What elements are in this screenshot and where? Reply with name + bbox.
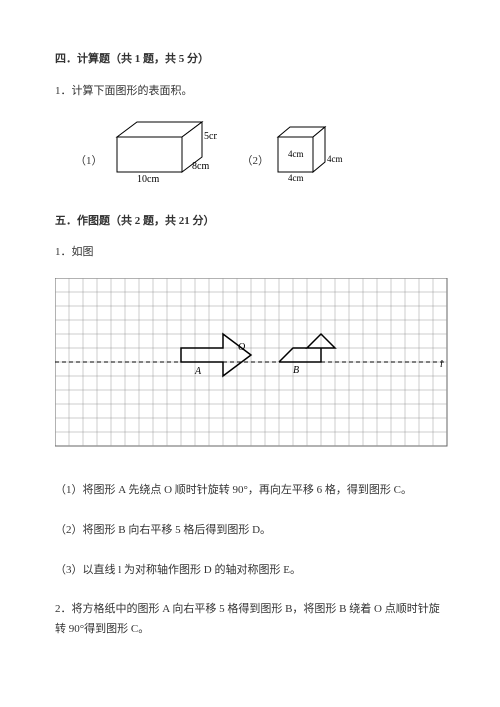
cuboid-height: 5cm [204, 131, 217, 142]
figure-2-label: （2） [242, 152, 270, 172]
q5-2-text: 2．将方格纸中的图形 A 向右平移 5 格得到图形 B，将图形 B 绕着 O 点… [55, 600, 445, 640]
label-a: A [194, 366, 202, 377]
grid-svg: l O A B [55, 278, 449, 448]
figures-row: （1） 5cm 8cm 10cm （2） 4cm 4cm 4cm [75, 117, 445, 182]
figure-1-label: （1） [75, 152, 103, 172]
section-5-header: 五．作图题（共 2 题，共 21 分） [55, 212, 445, 232]
cuboid-length: 10cm [137, 174, 159, 182]
axis-label: l [440, 359, 443, 370]
grid-figure: l O A B [55, 278, 445, 456]
section-4-header: 四．计算题（共 1 题，共 5 分） [55, 50, 445, 70]
cube-side-2: 4cm [327, 154, 343, 164]
task-1: （1）将图形 A 先绕点 O 顺时针旋转 90°，再向左平移 6 格，得到图形 … [55, 481, 445, 501]
label-o: O [238, 342, 245, 353]
figure-1: （1） 5cm 8cm 10cm [75, 117, 217, 182]
task-3: （3）以直线 l 为对称轴作图形 D 的轴对称图形 E。 [55, 561, 445, 581]
task-2: （2）将图形 B 向右平移 5 格后得到图形 D。 [55, 521, 445, 541]
label-b: B [293, 365, 299, 376]
cuboid-icon: 5cm 8cm 10cm [107, 117, 217, 182]
q4-1-text: 1．计算下面图形的表面积。 [55, 82, 445, 102]
cube-icon: 4cm 4cm 4cm [273, 122, 348, 182]
cube-side-1: 4cm [288, 149, 304, 159]
figure-2: （2） 4cm 4cm 4cm [242, 122, 349, 182]
cube-side-3: 4cm [288, 173, 304, 182]
q5-1-text: 1．如图 [55, 243, 445, 263]
cuboid-width: 8cm [192, 161, 209, 172]
